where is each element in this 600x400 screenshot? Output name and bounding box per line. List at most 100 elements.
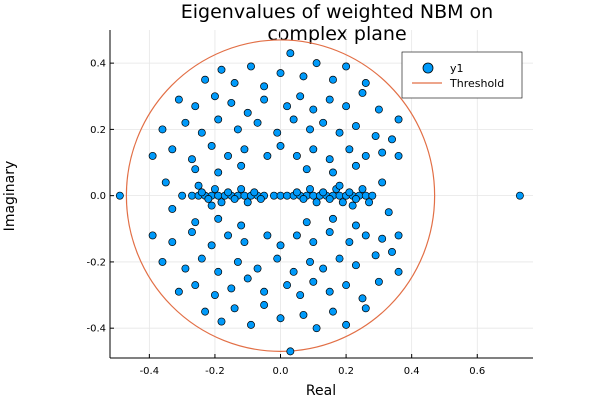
data-point-48 (358, 185, 367, 193)
legend-y1-label: y1 (450, 62, 464, 75)
data-point-45 (319, 188, 328, 197)
data-point-103 (168, 145, 177, 154)
data-point-165 (207, 241, 216, 250)
y-tick-label-4: 0.4 (90, 59, 106, 70)
data-point-120 (302, 165, 311, 174)
data-point-96 (306, 125, 314, 134)
data-point-175 (378, 234, 387, 243)
data-point-94 (273, 128, 282, 137)
x-tick-label-0: -0.4 (140, 366, 160, 377)
data-point-38 (204, 195, 213, 203)
data-point-43 (292, 188, 301, 197)
data-point-61 (378, 178, 387, 187)
data-point-2 (286, 347, 295, 356)
data-point-31 (361, 191, 370, 200)
data-point-53 (351, 195, 360, 203)
data-point-95 (289, 115, 298, 124)
data-point-137 (227, 284, 236, 293)
data-point-18 (276, 191, 285, 200)
data-point-88 (158, 125, 167, 134)
data-point-134 (174, 287, 183, 296)
data-point-3 (286, 49, 295, 58)
data-point-159 (351, 261, 360, 270)
data-point-1 (515, 191, 524, 200)
chart-title-line-1: Eigenvalues of weighted NBM on (181, 1, 493, 23)
data-point-131 (329, 307, 337, 316)
data-point-168 (263, 231, 272, 240)
data-point-141 (296, 291, 305, 300)
legend: y1 Threshold (401, 51, 523, 99)
data-point-42 (256, 195, 265, 203)
data-point-116 (394, 151, 403, 160)
data-point-125 (230, 304, 239, 313)
legend-y1-marker (422, 62, 434, 74)
data-point-56 (207, 201, 216, 210)
data-point-107 (240, 145, 249, 154)
data-point-138 (243, 274, 252, 283)
x-tick-label-4: 0.4 (404, 366, 420, 377)
data-point-80 (283, 102, 292, 111)
x-tick-label-2: 0.0 (273, 366, 289, 377)
data-point-150 (197, 254, 206, 263)
data-point-36 (237, 185, 246, 193)
eigenvalue-points (115, 49, 524, 356)
data-point-177 (191, 218, 200, 227)
threshold-circle (125, 39, 436, 352)
data-point-113 (345, 145, 354, 154)
data-point-161 (388, 248, 396, 256)
data-point-64 (201, 75, 210, 84)
data-point-158 (335, 254, 344, 263)
data-point-63 (217, 65, 226, 74)
data-point-89 (181, 118, 190, 127)
data-point-33 (197, 188, 206, 197)
data-point-44 (306, 185, 314, 193)
data-point-100 (371, 132, 380, 140)
data-point-136 (210, 291, 219, 300)
data-point-99 (351, 122, 360, 131)
data-point-0 (115, 191, 124, 200)
data-point-9 (214, 191, 223, 200)
data-point-119 (237, 161, 246, 170)
x-tick-label-5: 0.6 (469, 366, 485, 377)
data-point-97 (319, 118, 328, 127)
data-point-92 (233, 125, 242, 134)
data-point-81 (296, 92, 305, 101)
data-point-182 (351, 221, 360, 230)
data-point-153 (253, 264, 262, 273)
data-point-90 (197, 128, 206, 137)
y-tick-labels: -0.4 -0.2 0.0 0.2 0.4 (86, 59, 106, 335)
data-point-128 (276, 314, 285, 323)
data-point-180 (302, 218, 311, 227)
data-point-115 (378, 148, 387, 157)
data-point-123 (217, 317, 226, 326)
data-point-37 (250, 188, 259, 197)
data-point-41 (243, 198, 252, 207)
data-point-145 (358, 294, 367, 303)
data-point-109 (276, 142, 285, 150)
data-point-73 (361, 79, 370, 87)
data-point-84 (342, 102, 351, 111)
data-point-139 (260, 287, 269, 296)
data-point-142 (309, 277, 318, 286)
data-point-127 (260, 301, 269, 309)
data-point-155 (289, 267, 298, 276)
data-point-71 (329, 75, 337, 84)
y-tick-label-0: -0.4 (86, 324, 106, 335)
data-point-133 (361, 304, 370, 313)
data-point-13 (240, 191, 249, 200)
data-point-167 (240, 238, 249, 246)
data-point-110 (292, 151, 301, 160)
y-axis-label: Imaginary (2, 161, 18, 232)
x-tick-label-1: -0.2 (205, 366, 225, 377)
data-point-151 (214, 267, 223, 276)
data-point-172 (325, 228, 334, 237)
y-tick-label-1: -0.2 (86, 257, 106, 268)
data-point-76 (210, 92, 219, 101)
data-point-32 (368, 191, 377, 200)
data-point-74 (174, 95, 183, 104)
data-point-148 (158, 257, 167, 266)
data-point-144 (342, 281, 351, 290)
data-point-4 (178, 191, 187, 200)
data-point-176 (394, 231, 403, 240)
